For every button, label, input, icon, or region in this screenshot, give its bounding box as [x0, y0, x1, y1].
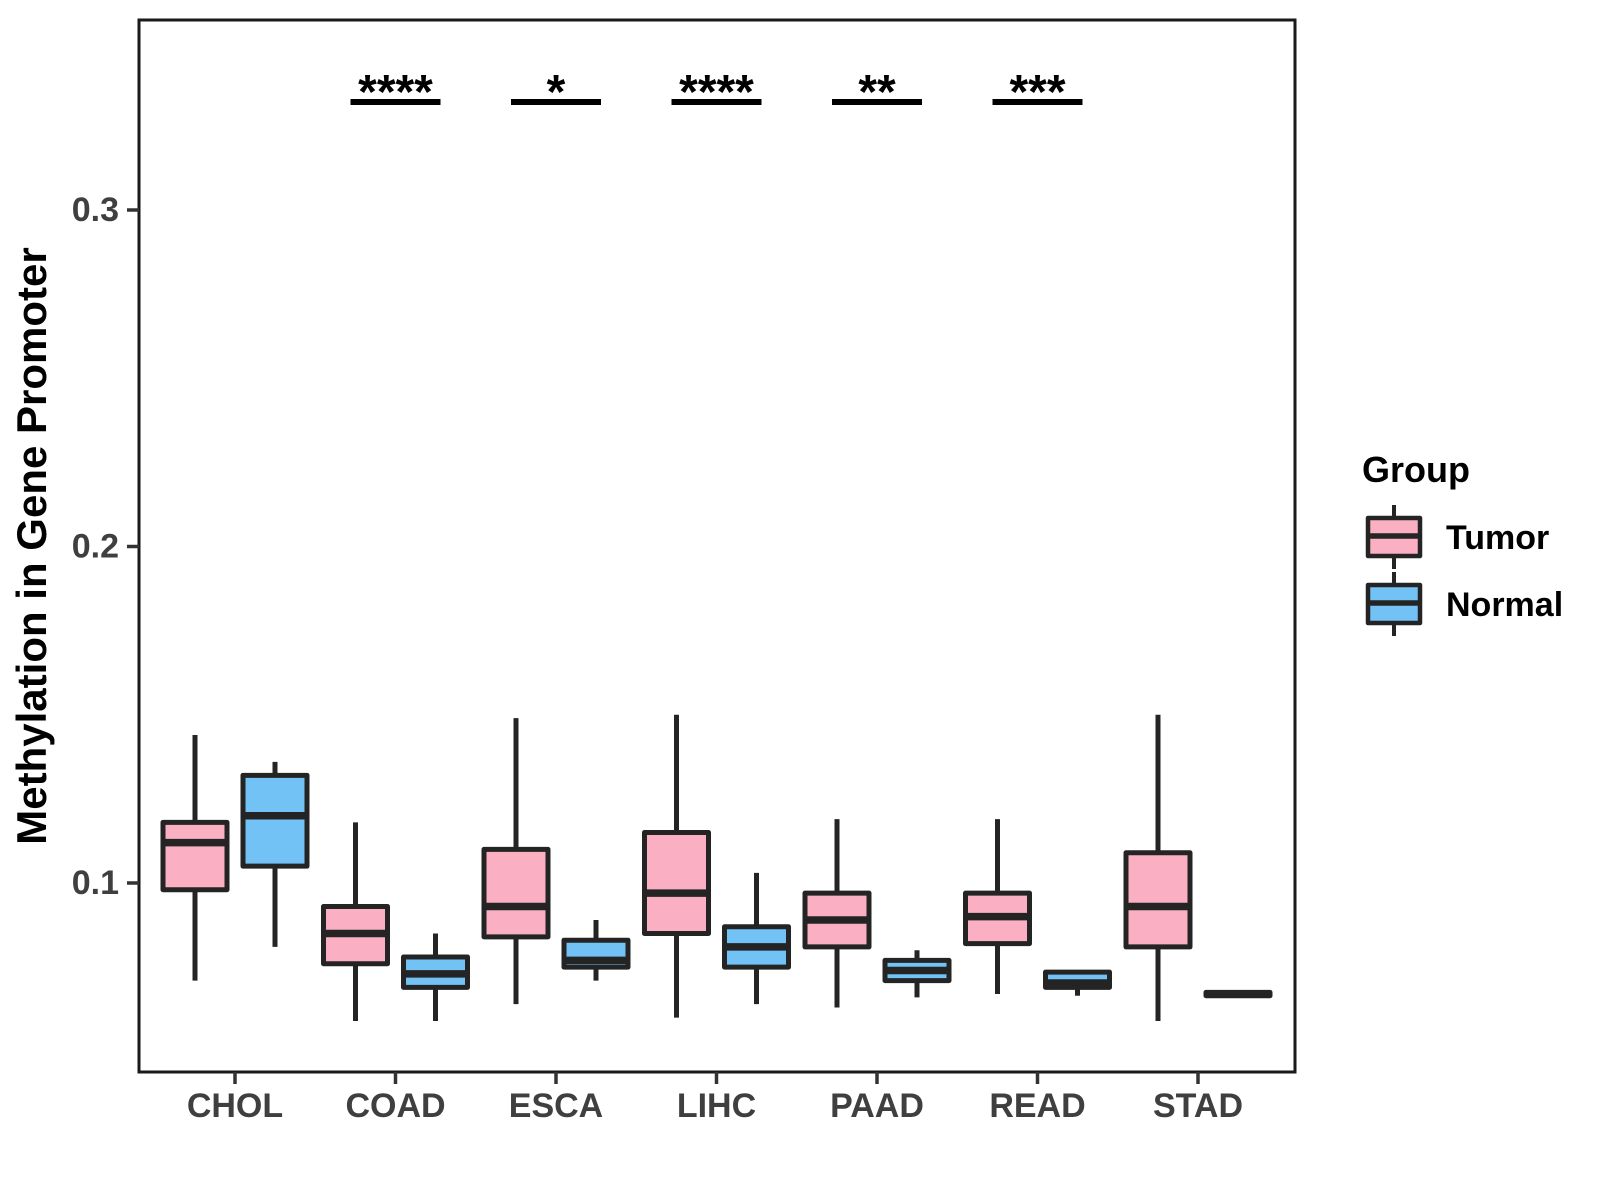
significance-label-ESCA: * — [547, 66, 566, 119]
boxplot-normal-CHOL — [240, 761, 310, 947]
legend-glyphs — [1365, 505, 1423, 636]
significance-bar-COAD — [350, 99, 441, 105]
legend-glyph-tumor — [1365, 505, 1423, 569]
y-tick-label-0.3: 0.3 — [72, 191, 119, 229]
boxplot-normal-PAAD — [882, 950, 952, 998]
boxplot-tumor-LIHC — [642, 714, 711, 1018]
legend-label-tumor: Tumor — [1446, 519, 1549, 557]
significance-label-LIHC: **** — [679, 66, 754, 119]
x-tick-label-COAD: COAD — [345, 1087, 445, 1125]
boxplot-tumor-READ — [963, 819, 1032, 995]
significance-label-COAD: **** — [358, 66, 433, 119]
box-tumor-LIHC — [642, 830, 711, 936]
box-tumor-ESCA — [481, 846, 551, 940]
legend-glyph-normal — [1365, 572, 1423, 636]
legend-label-normal: Normal — [1446, 586, 1563, 624]
box-tumor-CHOL — [160, 819, 230, 893]
x-tick-label-ESCA: ESCA — [509, 1087, 603, 1125]
boxplot-tumor-ESCA — [481, 718, 551, 1005]
x-tick-label-READ: READ — [989, 1087, 1085, 1125]
significance-bar-LIHC — [671, 99, 762, 105]
x-tick-label-PAAD: PAAD — [830, 1087, 924, 1125]
y-tick-label-0.1: 0.1 — [72, 864, 119, 902]
boxplot-tumor-STAD — [1123, 714, 1193, 1021]
significance-label-READ: *** — [1009, 66, 1065, 119]
legend-title: Group — [1362, 449, 1470, 490]
x-tick-label-LIHC: LIHC — [677, 1087, 756, 1125]
x-tick-label-CHOL: CHOL — [187, 1087, 283, 1125]
significance-layer: **** * **** ** *** — [350, 66, 1083, 119]
significance-bar-READ — [992, 99, 1083, 105]
significance-label-PAAD: ** — [858, 66, 896, 119]
box-tumor-STAD — [1123, 850, 1193, 950]
significance-bar-ESCA — [511, 99, 601, 105]
boxplot-normal-ESCA — [561, 920, 631, 981]
plot-panel — [137, 18, 1297, 1074]
boxplot-tumor-CHOL — [160, 734, 230, 981]
legend: Group Tumor Normal — [1362, 449, 1563, 636]
box-normal-CHOL — [240, 772, 310, 869]
y-tick-label-0.2: 0.2 — [72, 528, 119, 566]
boxplot-normal-READ — [1043, 969, 1112, 996]
boxplot-normal-STAD — [1203, 989, 1273, 999]
boxplot-tumor-COAD — [321, 822, 390, 1021]
boxplot-normal-COAD — [401, 933, 470, 1021]
x-tick-label-STAD: STAD — [1153, 1087, 1243, 1125]
axes-layer: 0.1 0.2 0.3 CHOL COAD ESCA LIHC PAAD READ STAD — [72, 191, 1243, 1125]
boxplot-normal-LIHC — [722, 872, 791, 1005]
significance-bar-PAAD — [832, 99, 922, 105]
boxes-layer — [160, 714, 1273, 1021]
boxplot-tumor-PAAD — [802, 819, 872, 1008]
y-axis-title: Methylation in Gene Promoter — [8, 247, 55, 844]
